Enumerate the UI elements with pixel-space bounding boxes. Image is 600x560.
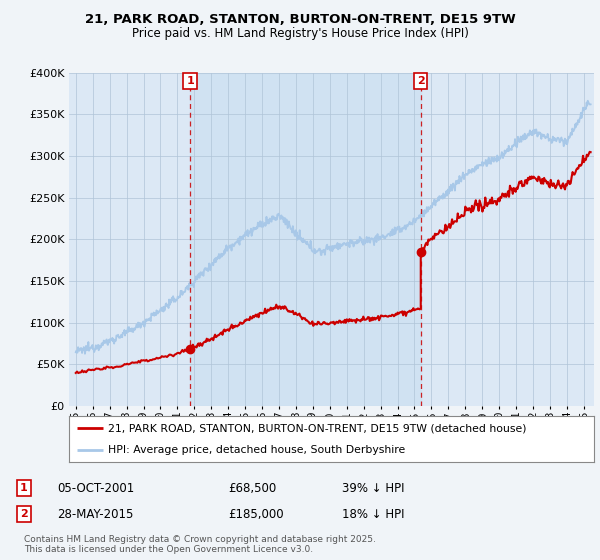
Text: 05-OCT-2001: 05-OCT-2001: [57, 482, 134, 495]
Text: 39% ↓ HPI: 39% ↓ HPI: [342, 482, 404, 495]
Text: Price paid vs. HM Land Registry's House Price Index (HPI): Price paid vs. HM Land Registry's House …: [131, 27, 469, 40]
Text: 1: 1: [20, 483, 28, 493]
Text: 21, PARK ROAD, STANTON, BURTON-ON-TRENT, DE15 9TW: 21, PARK ROAD, STANTON, BURTON-ON-TRENT,…: [85, 13, 515, 26]
Text: 2: 2: [20, 509, 28, 519]
Text: £185,000: £185,000: [228, 507, 284, 521]
Text: £68,500: £68,500: [228, 482, 276, 495]
Text: 1: 1: [186, 76, 194, 86]
Text: HPI: Average price, detached house, South Derbyshire: HPI: Average price, detached house, Sout…: [109, 445, 406, 455]
Text: 18% ↓ HPI: 18% ↓ HPI: [342, 507, 404, 521]
Text: 21, PARK ROAD, STANTON, BURTON-ON-TRENT, DE15 9TW (detached house): 21, PARK ROAD, STANTON, BURTON-ON-TRENT,…: [109, 423, 527, 433]
Text: 28-MAY-2015: 28-MAY-2015: [57, 507, 133, 521]
Text: Contains HM Land Registry data © Crown copyright and database right 2025.
This d: Contains HM Land Registry data © Crown c…: [24, 535, 376, 554]
Bar: [190, 73, 421, 406]
Text: 2: 2: [417, 76, 425, 86]
